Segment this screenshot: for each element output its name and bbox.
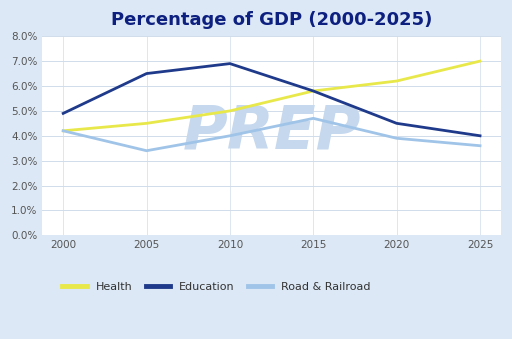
Road & Railroad bbox=[143, 149, 150, 153]
Line: Road & Railroad: Road & Railroad bbox=[63, 118, 480, 151]
Health bbox=[143, 121, 150, 125]
Education bbox=[143, 72, 150, 76]
Health bbox=[60, 129, 66, 133]
Education bbox=[394, 121, 400, 125]
Health bbox=[227, 109, 233, 113]
Text: PREP: PREP bbox=[182, 102, 361, 161]
Title: Percentage of GDP (2000-2025): Percentage of GDP (2000-2025) bbox=[111, 11, 432, 29]
Road & Railroad bbox=[60, 129, 66, 133]
Line: Education: Education bbox=[63, 64, 480, 136]
Education bbox=[477, 134, 483, 138]
Road & Railroad bbox=[310, 116, 316, 120]
Road & Railroad bbox=[394, 136, 400, 140]
Road & Railroad bbox=[227, 134, 233, 138]
Road & Railroad bbox=[477, 144, 483, 148]
Education bbox=[227, 62, 233, 66]
Health bbox=[394, 79, 400, 83]
Legend: Health, Education, Road & Railroad: Health, Education, Road & Railroad bbox=[58, 277, 375, 296]
Health bbox=[310, 89, 316, 93]
Health bbox=[477, 59, 483, 63]
Line: Health: Health bbox=[63, 61, 480, 131]
Education bbox=[60, 111, 66, 115]
Education bbox=[310, 89, 316, 93]
